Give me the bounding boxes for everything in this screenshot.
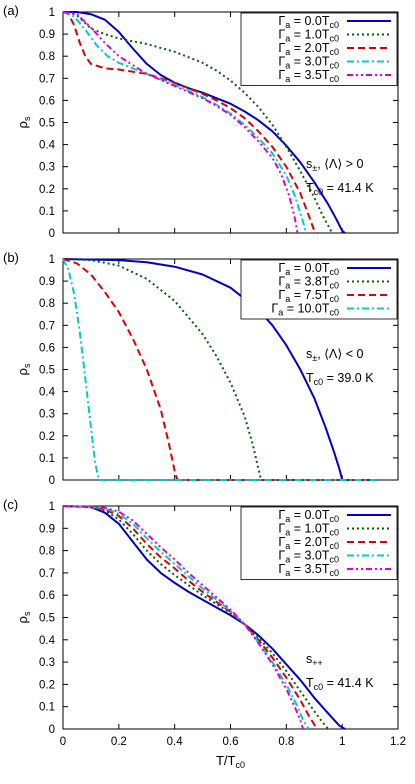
y-tick-label: 0 bbox=[49, 475, 55, 487]
y-tick-label: 0.9 bbox=[39, 276, 55, 288]
legend-label: Γa = 2.0Tc0 bbox=[278, 41, 339, 57]
y-tick-label: 0.4 bbox=[39, 387, 56, 399]
x-tick-label: 0 bbox=[60, 736, 66, 748]
series-line-3 bbox=[62, 258, 376, 481]
y-tick-label: 0.6 bbox=[39, 590, 55, 602]
panel-label: (c) bbox=[3, 497, 18, 512]
y-axis-label: ρs bbox=[15, 611, 32, 623]
y-tick-label: 1 bbox=[49, 7, 55, 19]
x-tick-label: 0.2 bbox=[111, 736, 127, 748]
series-line-5 bbox=[62, 11, 299, 234]
x-tick-label: 0.6 bbox=[223, 736, 239, 748]
y-tick-label: 0.6 bbox=[39, 342, 55, 354]
y-tick-label: 0.8 bbox=[39, 546, 55, 558]
annotation-text: s±, ⟨Λ⟩ > 0 bbox=[306, 157, 363, 173]
series-line-1 bbox=[62, 258, 376, 481]
legend-label: Γa = 1.0Tc0 bbox=[278, 522, 339, 538]
x-tick-label: 0.8 bbox=[278, 736, 294, 748]
y-tick-label: 0.1 bbox=[39, 702, 55, 714]
y-tick-label: 0.7 bbox=[39, 568, 55, 580]
legend-label: Γa = 3.0Tc0 bbox=[278, 55, 339, 71]
x-tick-label: 1 bbox=[339, 736, 345, 748]
y-tick-label: 0.7 bbox=[39, 73, 55, 85]
y-tick-label: 0.8 bbox=[39, 298, 55, 310]
legend-box bbox=[240, 12, 398, 86]
y-tick-label: 0.3 bbox=[39, 162, 55, 174]
series-line-4 bbox=[62, 258, 376, 481]
y-tick-label: 0.9 bbox=[39, 29, 55, 41]
series-line-2 bbox=[63, 11, 335, 234]
y-tick-label: 0.4 bbox=[39, 140, 56, 152]
y-tick-label: 0.1 bbox=[39, 206, 55, 218]
y-tick-label: 0.2 bbox=[39, 431, 55, 443]
series-line-1 bbox=[63, 11, 346, 234]
legend-label: Γa = 0.0Tc0 bbox=[278, 261, 339, 277]
panel-label: (b) bbox=[3, 250, 19, 265]
y-tick-label: 0.4 bbox=[39, 635, 56, 647]
annotation-text: Tc0 = 39.0 K bbox=[306, 371, 374, 387]
y-tick-label: 1 bbox=[49, 501, 55, 513]
chart-panel-2: 0 0.1 0.2 0.3 0.4 0.5 0.6 0.7 0.8 0.9 1 (b) ρs Γa = 0… bbox=[3, 250, 399, 487]
annotation-text: Tc0 = 41.4 K bbox=[306, 181, 374, 197]
legend-label: Γa = 3.5Tc0 bbox=[278, 562, 339, 578]
legend-box bbox=[240, 506, 398, 580]
y-axis-label: ρs bbox=[15, 116, 32, 128]
y-tick-label: 0.3 bbox=[39, 657, 55, 669]
series-line-1 bbox=[62, 505, 346, 730]
series-line-2 bbox=[62, 258, 376, 481]
series-line-3 bbox=[62, 505, 318, 730]
y-tick-label: 0.1 bbox=[39, 453, 55, 465]
x-axis-label: T/Tc0 bbox=[216, 753, 245, 770]
chart-panel-1: 0 0.1 0.2 0.3 0.4 0.5 0.6 0.7 0.8 0.9 1 (a) ρs Γa = 0… bbox=[3, 3, 399, 240]
panel-label: (a) bbox=[3, 3, 19, 18]
series-line-3 bbox=[62, 11, 318, 234]
y-axis-label: ρs bbox=[15, 363, 32, 375]
y-tick-label: 0.2 bbox=[39, 679, 55, 691]
legend-label: Γa = 10.0Tc0 bbox=[271, 302, 339, 318]
legend-label: Γa = 2.0Tc0 bbox=[278, 535, 339, 551]
y-tick-label: 0.6 bbox=[39, 95, 55, 107]
legend-label: Γa = 3.8Tc0 bbox=[278, 275, 339, 291]
legend-box bbox=[240, 259, 398, 320]
annotation-text: s±, ⟨Λ⟩ < 0 bbox=[306, 347, 363, 363]
y-tick-label: 0.5 bbox=[39, 365, 55, 377]
series-line-4 bbox=[62, 505, 310, 730]
x-tick-label: 1.2 bbox=[390, 736, 406, 748]
y-tick-label: 0.7 bbox=[39, 320, 55, 332]
y-tick-label: 0.5 bbox=[39, 118, 55, 130]
legend-label: Γa = 1.0Tc0 bbox=[278, 28, 339, 44]
y-tick-label: 0.9 bbox=[39, 523, 55, 535]
legend-label: Γa = 7.5Tc0 bbox=[278, 288, 339, 304]
y-tick-label: 0 bbox=[49, 724, 55, 736]
y-tick-label: 1 bbox=[49, 254, 55, 266]
y-tick-label: 0.2 bbox=[39, 184, 55, 196]
series-line-2 bbox=[62, 505, 329, 730]
annotation-text: Tc0 = 41.4 K bbox=[306, 676, 374, 692]
legend-label: Γa = 0.0Tc0 bbox=[278, 14, 339, 30]
y-tick-label: 0.3 bbox=[39, 409, 55, 421]
legend-label: Γa = 3.5Tc0 bbox=[278, 68, 339, 84]
y-tick-label: 0.8 bbox=[39, 51, 55, 63]
annotation-text: s++ bbox=[306, 652, 323, 668]
x-tick-label: 0.4 bbox=[167, 736, 184, 748]
legend-label: Γa = 3.0Tc0 bbox=[278, 549, 339, 565]
y-tick-label: 0.5 bbox=[39, 613, 55, 625]
legend-label: Γa = 0.0Tc0 bbox=[278, 508, 339, 524]
y-tick-label: 0 bbox=[49, 228, 55, 240]
chart-panel-3: 0 0.1 0.2 0.3 0.4 0.5 0.6 0.7 0.8 0.9 1 0 0.2 0.4 0.6 0… bbox=[3, 497, 406, 770]
